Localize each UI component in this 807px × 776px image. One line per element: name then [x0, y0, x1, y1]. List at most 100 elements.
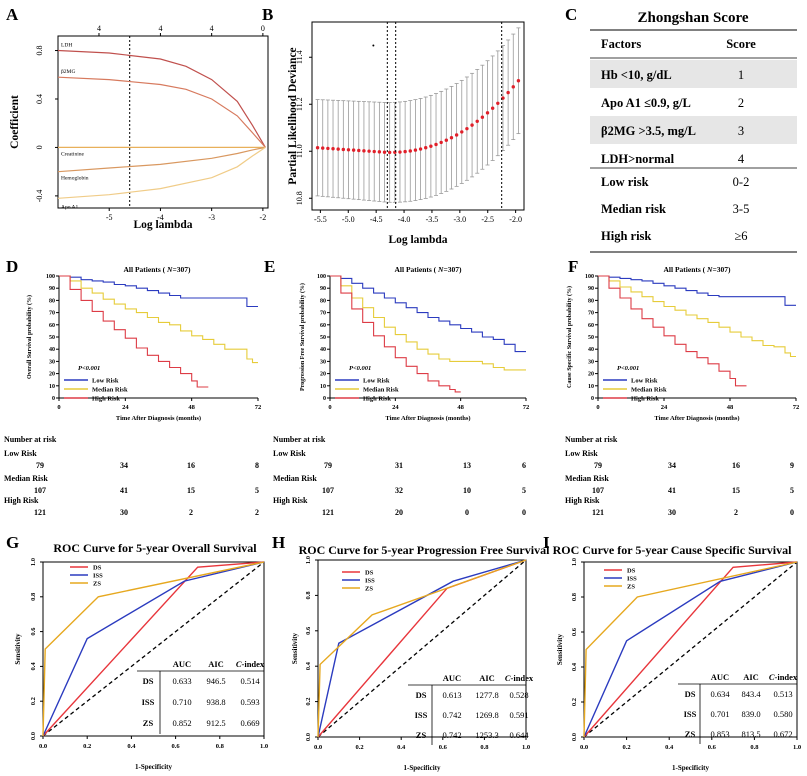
panel-h-roc-iss [317, 559, 527, 738]
panel-a-path-2 [57, 76, 266, 148]
panel-b-ytick-label: 11.2 [295, 97, 304, 111]
panel-c-title: Zhongshan Score [637, 10, 748, 26]
panel-i-legend-label: ZS [627, 584, 635, 591]
panel-h-legend-label: ISS [365, 578, 375, 585]
panel-letter-d: D [6, 257, 18, 276]
risk-count: 32 [395, 486, 403, 495]
panel-i-title: ROC Curve for 5-year Cause Specific Surv… [553, 543, 793, 557]
panel-h-xtick-label: 1.0 [522, 744, 530, 751]
panel-a-var-label: LDH [61, 43, 72, 49]
panel-e-xtick-label: 48 [457, 404, 464, 411]
panel-b-cv-point [372, 149, 376, 154]
risk-count: 0 [522, 508, 526, 517]
panel-c-row-shade [590, 116, 797, 144]
panel-d-ytick-label: 40 [49, 347, 55, 353]
risk-table-header: Number at risk [565, 435, 618, 444]
panel-h-ytick-label: 0.2 [305, 698, 312, 706]
panel-d-curve-1 [59, 275, 258, 308]
risk-count: 15 [187, 486, 195, 495]
panel-e-xtick-label: 0 [328, 404, 331, 411]
panel-b-cv-point [465, 126, 469, 131]
panel-d-ytick-label: 30 [49, 359, 55, 365]
risk-count: 13 [463, 461, 471, 470]
panel-d-legend-label: Median Risk [92, 387, 128, 394]
panel-h-table-rowlabel: ISS [415, 710, 428, 720]
panel-g-ytick-label: 0.0 [30, 732, 37, 740]
panel-b-cv-point [475, 119, 479, 124]
panel-h-table-header: C-index [505, 673, 534, 683]
panel-i-xtick-label: 0.2 [623, 744, 631, 751]
panel-f-ytick-label: 90 [588, 286, 594, 292]
panel-letter-e: E [264, 257, 275, 276]
panel-c-table: Zhongshan Score Factors Score Hb <10, g/dL 1… [590, 10, 797, 253]
panel-i-table-cell: 0.580 [773, 709, 792, 719]
panel-g-xtick-label: 0.2 [83, 743, 91, 750]
panel-h-ytick-label: 0.0 [305, 733, 312, 741]
panel-h-xtick-label: 0.8 [480, 744, 489, 751]
panel-h-table-cell: 1253.3 [475, 730, 498, 740]
risk-table-e: Number at risk Low Risk 79 31 13 6 Median Risk… [273, 435, 526, 517]
panel-i-ytick-label: 0.4 [571, 662, 578, 671]
panel-e-title: All Patients ( N=307) [395, 265, 462, 274]
panel-e-legend-label: High Risk [363, 396, 391, 403]
panel-b-cv-point [346, 148, 351, 152]
panel-i-table-rowlabel: DS [685, 689, 696, 699]
panel-c-factor: LDH>normal [601, 152, 675, 166]
panel-h-legend-label: DS [365, 570, 374, 577]
panel-a-path-4 [57, 146, 266, 173]
risk-count: 30 [668, 508, 676, 517]
panel-g-roc-zs [42, 561, 265, 737]
panel-c-header-score: Score [726, 37, 756, 51]
panel-f-xtick-label: 0 [596, 404, 599, 411]
panel-b-cv-point [377, 150, 382, 154]
panel-a-xtick-label: -2 [260, 213, 267, 222]
panel-b-cv-point [506, 90, 510, 95]
risk-count: 20 [395, 508, 403, 517]
panel-i-table-cell: 0.672 [773, 729, 792, 739]
panel-h-xlabel: 1-Specificity [404, 764, 441, 772]
panel-h-table-rowlabel: ZS [416, 730, 427, 740]
panel-a-toptick-label: 4 [97, 24, 101, 33]
panel-letter-c: C [565, 5, 577, 24]
panel-f-ytick-label: 100 [585, 274, 594, 280]
panel-h-table-cell: 1277.8 [475, 690, 498, 700]
panel-g-ytick-label: 0.2 [30, 697, 37, 705]
panel-i-roc-ds [583, 561, 798, 738]
panel-letter-i: I [543, 533, 550, 552]
panel-e-ylabel: Progression Free Survival probability (%… [299, 283, 306, 391]
panel-h-table-cell: 0.613 [442, 690, 461, 700]
panel-i-ytick-label: 0.2 [571, 698, 578, 706]
panel-b-cv-point [357, 148, 361, 153]
panel-b-xtick-label: -4.5 [370, 215, 383, 224]
panel-e-curve-1 [330, 275, 526, 353]
panel-b-cv-point [351, 148, 356, 152]
panel-g-xlabel: 1-Specificity [135, 763, 172, 771]
panel-g-table-header: AIC [208, 659, 224, 669]
panel-b-cv-point [480, 115, 485, 119]
panel-g-ytick-label: 0.8 [30, 592, 37, 601]
panel-i-roc-iss [583, 561, 798, 738]
panel-e-curve-2 [330, 275, 526, 371]
panel-f-pvalue: P<0.001 [617, 365, 639, 372]
risk-count: 34 [120, 461, 128, 470]
panel-g-legend-label: ISS [93, 573, 103, 580]
panel-b-cv-point [321, 146, 325, 150]
panel-g-table-cell: 946.5 [206, 676, 225, 686]
panel-b-cv-point [326, 146, 330, 151]
panel-b-xtick-label: -3.0 [454, 215, 467, 224]
panel-g-roc-iss [42, 561, 265, 737]
panel-d-ytick-label: 70 [49, 311, 55, 317]
panel-f-ytick-label: 10 [588, 384, 594, 390]
panel-i-frame [583, 561, 798, 738]
panel-b-cv-point [408, 149, 412, 153]
risk-table-d: Number at risk Low Risk 79 34 16 8 Median Risk… [4, 435, 259, 517]
panel-h-table-cell: 0.591 [509, 710, 528, 720]
panel-a-path-5 [57, 146, 266, 199]
panel-b-cv-point [413, 148, 418, 152]
panel-a-ytick-label: -0.4 [35, 190, 44, 203]
panel-e-xtick-label: 72 [523, 404, 530, 411]
risk-group-label: Low Risk [4, 449, 37, 458]
panel-f-ytick-label: 70 [588, 311, 594, 317]
risk-count: 79 [594, 461, 602, 470]
